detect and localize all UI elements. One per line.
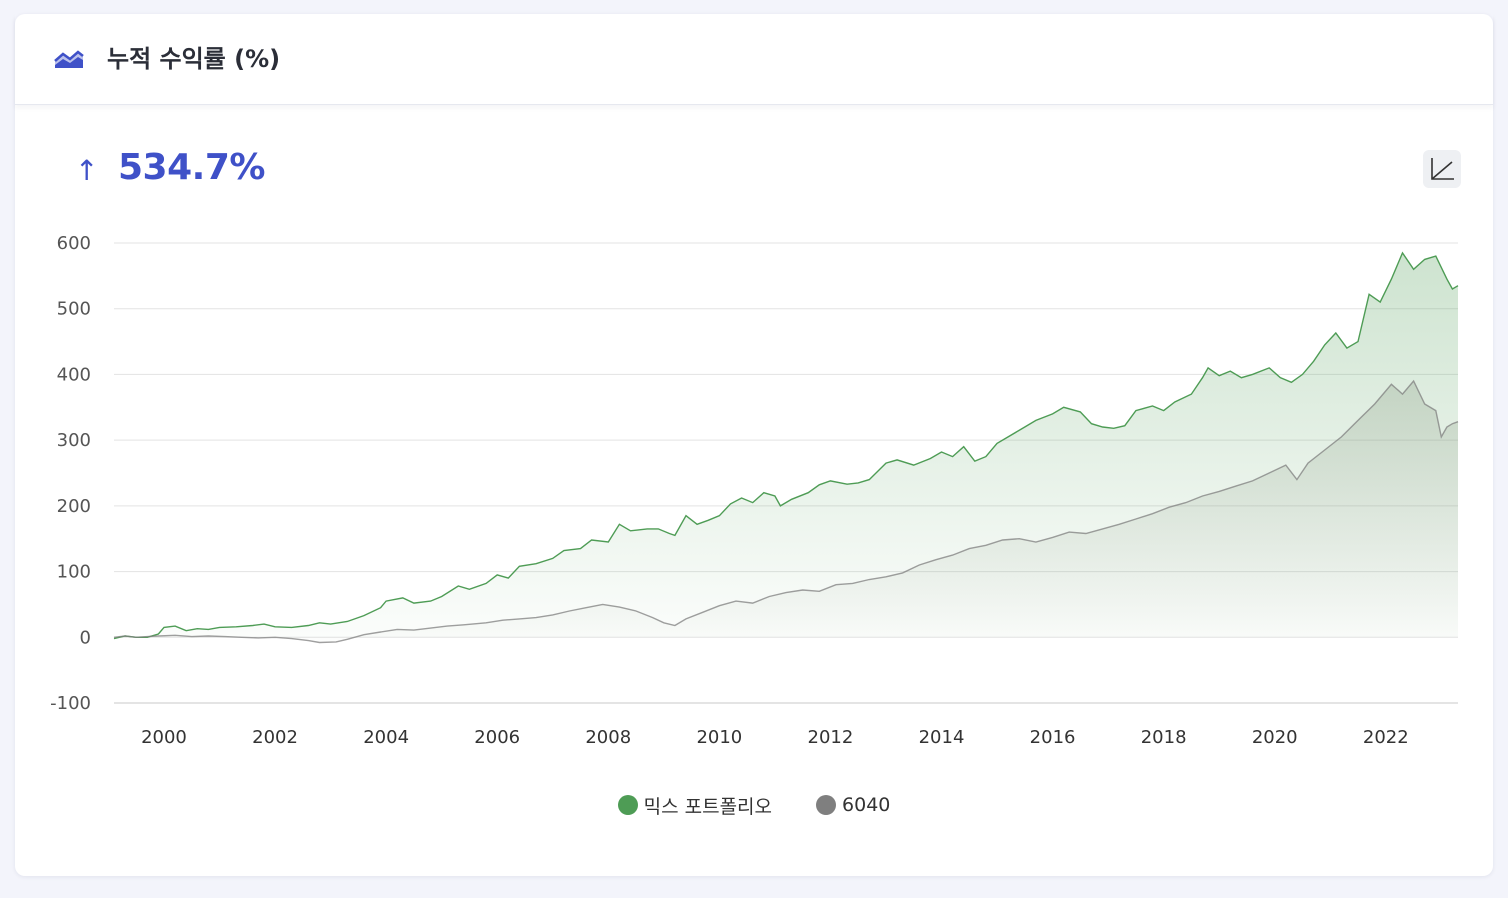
card-header: 누적 수익률 (%) [15, 14, 1493, 105]
area-chart-icon [54, 50, 84, 68]
legend-dot-6040 [816, 795, 837, 815]
series-area-1 [114, 381, 1458, 643]
y-tick-label: 400 [57, 364, 91, 385]
legend-item-6040[interactable]: 6040 [816, 794, 890, 816]
y-tick-label: 100 [57, 562, 91, 583]
chart-legend: 믹스 포트폴리오 6040 [15, 790, 1493, 820]
up-arrow-icon: ↑ [75, 154, 99, 187]
total-return-value: 534.7% [118, 147, 265, 188]
series-line-1 [113, 379, 1459, 644]
series-line-0 [113, 251, 1459, 640]
y-tick-label: 300 [57, 430, 91, 451]
legend-label-mix: 믹스 포트폴리오 [643, 795, 773, 818]
x-tick-label: 2006 [474, 727, 520, 748]
y-tick-label: 600 [57, 233, 91, 254]
x-tick-label: 2018 [1141, 727, 1187, 748]
legend-item-mix[interactable]: 믹스 포트폴리오 [617, 792, 773, 819]
card-title: 누적 수익률 (%) [107, 45, 281, 73]
x-tick-label: 2014 [919, 727, 965, 748]
cumulative-return-card: 누적 수익률 (%) ↑ 534.7% -100 0 100 200 300 400 500… [15, 14, 1493, 876]
cumulative-return-chart: -100 0 100 200 300 400 500 600 2000 2002 2004 2006 2… [50, 233, 1459, 748]
y-tick-label: -100 [50, 693, 91, 714]
x-tick-label: 2010 [696, 727, 742, 748]
legend-label-6040: 6040 [842, 794, 891, 816]
y-tick-label: 200 [57, 496, 91, 517]
x-tick-label: 2002 [252, 727, 298, 748]
x-tick-label: 2004 [363, 727, 409, 748]
y-tick-label: 0 [80, 627, 91, 648]
x-tick-label: 2000 [141, 727, 187, 748]
x-tick-label: 2020 [1252, 727, 1298, 748]
chart-scale-icon [1431, 158, 1454, 180]
x-tick-label: 2022 [1363, 727, 1409, 748]
chart-scale-button[interactable] [1423, 150, 1461, 188]
x-tick-label: 2008 [585, 727, 631, 748]
x-tick-label: 2012 [808, 727, 854, 748]
x-tick-label: 2016 [1030, 727, 1076, 748]
y-tick-label: 500 [57, 299, 91, 320]
legend-dot-mix [617, 795, 638, 815]
